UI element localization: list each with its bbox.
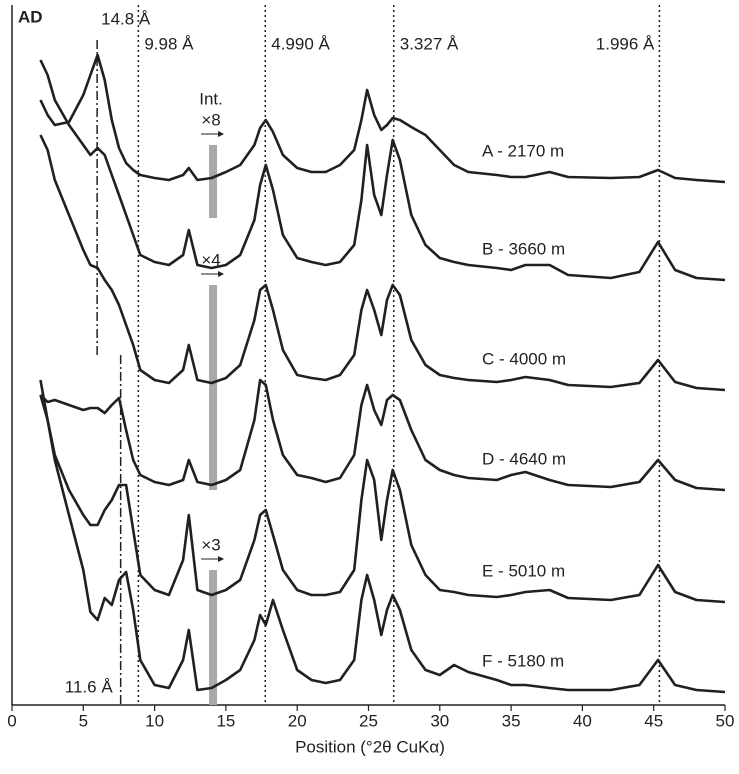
series-label: A - 2170 m — [482, 141, 564, 160]
scale-bar — [209, 285, 218, 490]
reference-label: 4.990 Å — [271, 34, 330, 53]
x-tick-label: 15 — [216, 711, 235, 730]
intensity-label: Int. — [199, 89, 223, 108]
x-tick-label: 35 — [502, 711, 521, 730]
reference-label: 11.6 Å — [65, 677, 114, 696]
arrow-head — [218, 131, 225, 137]
x-tick-label: 0 — [7, 711, 16, 730]
reference-label: 14.8 Å — [101, 9, 151, 28]
series-label: F - 5180 m — [482, 651, 564, 670]
x-tick-label: 40 — [573, 711, 592, 730]
trace — [39, 378, 726, 492]
x-tick-label: 10 — [145, 711, 164, 730]
scale-label: ×4 — [201, 250, 220, 269]
reference-label: 1.996 Å — [596, 34, 655, 53]
reference-label: 9.98 Å — [144, 34, 194, 53]
series-label: D - 4640 m — [482, 449, 566, 468]
x-tick-label: 25 — [359, 711, 378, 730]
panel-label: AD — [18, 7, 43, 26]
scale-label: ×8 — [201, 110, 220, 129]
x-axis-title: Position (°2θ CuKα) — [295, 737, 445, 756]
x-tick-label: 20 — [288, 711, 307, 730]
trace — [39, 134, 726, 392]
scale-label: ×3 — [201, 535, 220, 554]
x-tick-label: 45 — [644, 711, 663, 730]
trace — [39, 394, 726, 694]
trace — [39, 379, 726, 604]
scale-bar — [209, 145, 218, 218]
x-tick-label: 5 — [79, 711, 88, 730]
series-label: E - 5010 m — [482, 561, 565, 580]
reference-label: 3.327 Å — [400, 34, 459, 53]
arrow-head — [218, 271, 225, 277]
x-tick-label: 50 — [716, 711, 735, 730]
series-label: C - 4000 m — [482, 349, 566, 368]
x-tick-label: 30 — [430, 711, 449, 730]
trace — [39, 53, 726, 184]
arrow-head — [218, 556, 225, 562]
scale-bar — [209, 570, 218, 705]
trace — [39, 59, 726, 282]
series-label: B - 3660 m — [482, 239, 565, 258]
